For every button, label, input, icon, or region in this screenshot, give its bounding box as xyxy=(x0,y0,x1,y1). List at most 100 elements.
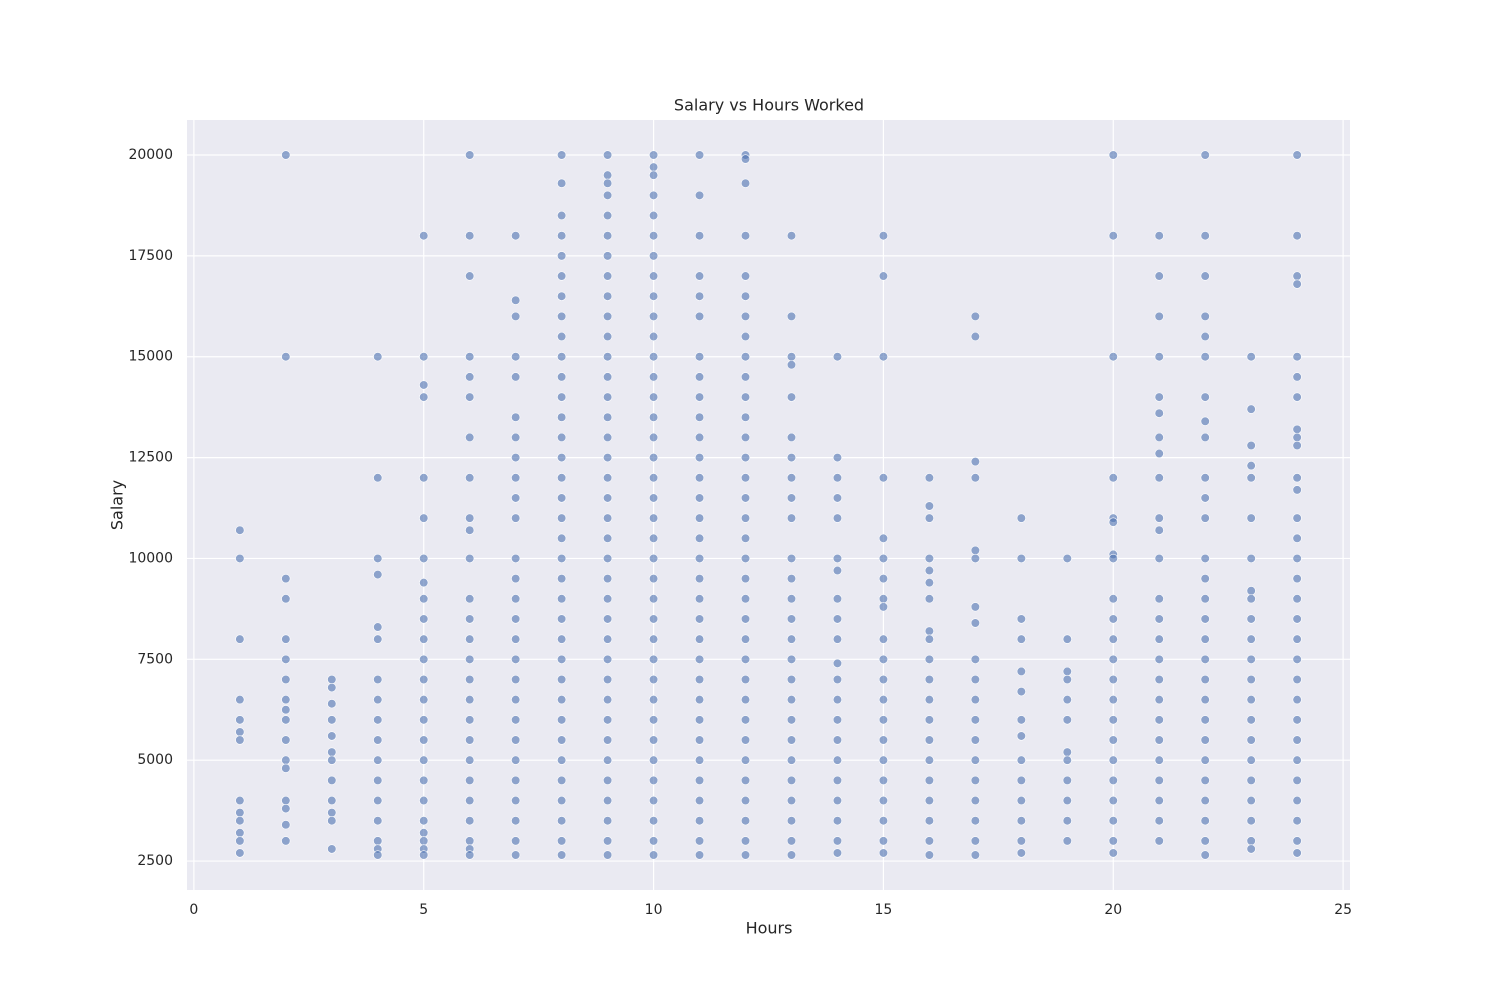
point xyxy=(419,380,429,390)
point xyxy=(511,715,521,725)
x-tick-label: 25 xyxy=(1334,902,1352,918)
point xyxy=(694,836,705,846)
point xyxy=(419,850,429,860)
point xyxy=(970,602,980,612)
point xyxy=(1292,695,1302,705)
point xyxy=(1200,271,1210,281)
point xyxy=(419,695,429,705)
point xyxy=(878,553,889,564)
point xyxy=(419,392,429,402)
point xyxy=(1062,775,1072,785)
point xyxy=(648,715,659,725)
point xyxy=(878,848,889,858)
point xyxy=(878,695,889,705)
point xyxy=(603,695,613,705)
point xyxy=(557,735,567,745)
point xyxy=(1016,513,1026,523)
point xyxy=(786,553,797,564)
point xyxy=(465,271,475,281)
point xyxy=(786,850,797,860)
point xyxy=(511,231,521,241)
point xyxy=(648,553,659,564)
point xyxy=(694,190,705,200)
point xyxy=(1200,614,1210,624)
point xyxy=(281,705,291,715)
point xyxy=(1154,775,1164,785)
point xyxy=(1292,150,1302,160)
point xyxy=(603,412,613,422)
point xyxy=(603,150,613,160)
point xyxy=(786,574,797,584)
point xyxy=(511,473,521,483)
point xyxy=(694,291,705,301)
point xyxy=(1200,473,1210,483)
point xyxy=(694,674,705,685)
y-axis-label: Salary xyxy=(108,480,127,530)
point xyxy=(557,836,567,846)
point xyxy=(511,775,521,785)
point xyxy=(970,850,980,860)
point xyxy=(603,634,613,644)
point xyxy=(281,763,291,773)
point xyxy=(327,731,337,741)
point xyxy=(1292,654,1302,664)
point xyxy=(1154,654,1164,664)
point xyxy=(1154,715,1164,725)
point xyxy=(1200,735,1210,745)
point xyxy=(740,271,751,281)
point xyxy=(281,352,291,362)
point xyxy=(1292,432,1302,443)
point xyxy=(557,594,567,604)
point xyxy=(648,654,659,664)
point xyxy=(1292,271,1302,281)
point xyxy=(694,150,705,160)
point xyxy=(1246,775,1256,785)
point xyxy=(373,775,383,785)
point xyxy=(740,735,751,745)
x-tick-label: 10 xyxy=(645,902,663,918)
point xyxy=(1154,513,1164,523)
point xyxy=(1154,553,1164,564)
point xyxy=(694,311,705,321)
point xyxy=(648,170,659,180)
point xyxy=(832,836,843,846)
point xyxy=(465,735,475,745)
point xyxy=(603,816,613,826)
point xyxy=(832,775,843,785)
point xyxy=(373,634,383,644)
point xyxy=(603,553,613,564)
point xyxy=(970,755,980,765)
point xyxy=(419,674,429,685)
point xyxy=(281,674,291,685)
point xyxy=(648,634,659,644)
point xyxy=(786,654,797,664)
point xyxy=(327,808,337,818)
point xyxy=(1016,836,1026,846)
point xyxy=(648,755,659,765)
point xyxy=(786,231,797,241)
point xyxy=(832,795,843,806)
point xyxy=(1292,594,1302,604)
point xyxy=(1016,553,1026,564)
point xyxy=(557,574,567,584)
point xyxy=(878,836,889,846)
point xyxy=(740,432,751,443)
point xyxy=(1062,695,1072,705)
point xyxy=(1292,848,1302,858)
point xyxy=(1246,735,1256,745)
point xyxy=(1154,594,1164,604)
point xyxy=(832,848,843,858)
point xyxy=(786,735,797,745)
point xyxy=(557,695,567,705)
point xyxy=(740,715,751,725)
point xyxy=(1292,485,1302,495)
point xyxy=(694,715,705,725)
point xyxy=(694,372,705,382)
point xyxy=(1108,594,1118,604)
point xyxy=(970,545,980,555)
point xyxy=(694,816,705,826)
point xyxy=(832,695,843,705)
point xyxy=(1246,816,1256,826)
point xyxy=(1200,513,1210,523)
point xyxy=(1292,231,1302,241)
